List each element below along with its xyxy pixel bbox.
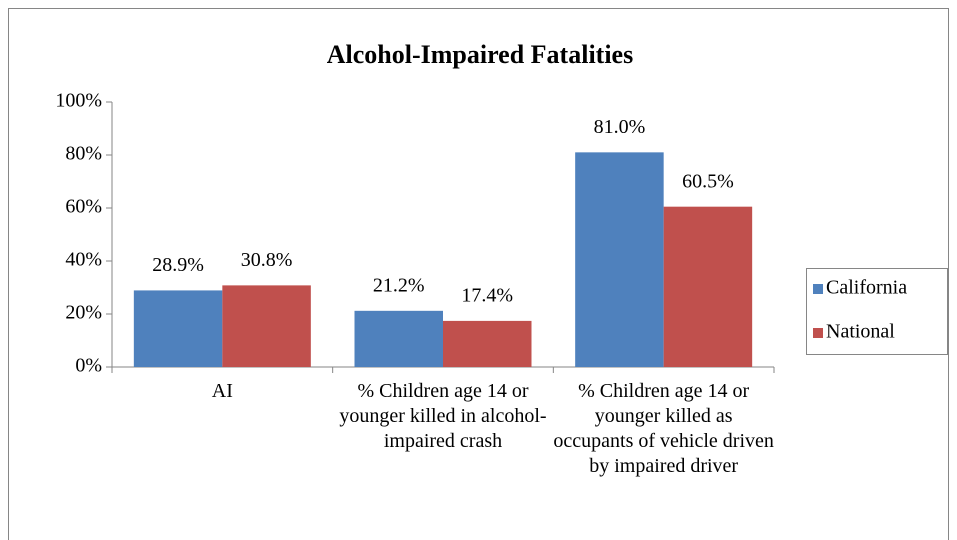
y-tick-label: 80% xyxy=(65,143,102,165)
y-tick-label: 60% xyxy=(65,196,102,218)
data-label: 81.0% xyxy=(594,116,646,138)
bar xyxy=(354,310,443,367)
y-tick-label: 20% xyxy=(65,302,102,324)
bar xyxy=(443,320,532,367)
x-tick-label: % Children age 14 or younger killed in a… xyxy=(339,380,547,452)
x-tick-label-box: % Children age 14 or younger killed in a… xyxy=(339,380,547,452)
x-tick-label-box: % Children age 14 or younger killed as o… xyxy=(553,380,774,477)
data-label: 30.8% xyxy=(241,249,293,271)
data-label: 17.4% xyxy=(461,284,513,306)
data-label: 21.2% xyxy=(373,274,425,296)
legend-swatch xyxy=(813,328,823,338)
y-tick-label: 100% xyxy=(55,90,102,112)
legend-swatch xyxy=(813,284,823,294)
x-tick-label-box: AI xyxy=(211,380,233,402)
data-label: 60.5% xyxy=(682,170,734,192)
data-label: 28.9% xyxy=(152,254,204,276)
bar xyxy=(222,285,311,367)
chart-title: Alcohol-Impaired Fatalities xyxy=(327,40,633,69)
bar xyxy=(663,206,753,367)
x-tick-label: AI xyxy=(211,380,233,402)
legend-box xyxy=(806,268,948,355)
y-tick-label: 0% xyxy=(75,355,102,377)
bar xyxy=(133,290,223,367)
x-tick-label: % Children age 14 or younger killed as o… xyxy=(553,380,774,477)
legend-label: California xyxy=(826,277,907,299)
legend-label: National xyxy=(826,321,895,343)
chart-frame xyxy=(8,8,949,540)
y-tick-label: 40% xyxy=(65,249,102,271)
bar xyxy=(575,152,664,367)
